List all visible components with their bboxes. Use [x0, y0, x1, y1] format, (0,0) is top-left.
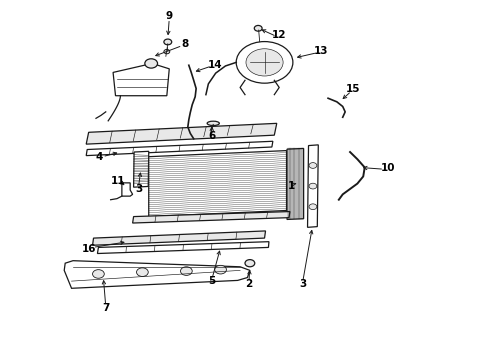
Text: 16: 16: [81, 244, 96, 254]
Text: 11: 11: [111, 176, 125, 186]
Circle shape: [246, 49, 283, 76]
Circle shape: [245, 260, 255, 267]
Polygon shape: [149, 150, 287, 217]
Polygon shape: [64, 261, 250, 288]
Text: 4: 4: [96, 152, 103, 162]
Text: 2: 2: [245, 279, 252, 289]
Polygon shape: [86, 123, 277, 144]
Text: 10: 10: [380, 163, 395, 173]
Text: 15: 15: [346, 84, 361, 94]
Circle shape: [180, 267, 192, 275]
Text: 7: 7: [102, 303, 109, 313]
Polygon shape: [86, 141, 273, 156]
Circle shape: [254, 26, 262, 31]
Text: 9: 9: [166, 11, 173, 21]
Text: 14: 14: [207, 59, 222, 69]
Polygon shape: [93, 231, 266, 245]
Ellipse shape: [207, 121, 220, 126]
Text: 1: 1: [288, 181, 295, 191]
Circle shape: [309, 163, 317, 168]
Circle shape: [309, 183, 317, 189]
Circle shape: [137, 268, 148, 276]
Text: 3: 3: [135, 184, 142, 194]
Circle shape: [164, 39, 171, 45]
Text: 12: 12: [272, 30, 287, 40]
Polygon shape: [134, 151, 149, 187]
Circle shape: [145, 59, 158, 68]
Polygon shape: [308, 145, 319, 227]
Circle shape: [215, 265, 226, 274]
Text: 6: 6: [208, 131, 216, 141]
Polygon shape: [122, 183, 133, 196]
Circle shape: [164, 49, 170, 54]
Polygon shape: [113, 63, 169, 96]
Circle shape: [309, 204, 317, 210]
Text: 5: 5: [208, 276, 216, 286]
Polygon shape: [98, 242, 269, 253]
Circle shape: [93, 270, 104, 278]
Circle shape: [236, 41, 293, 83]
Text: 8: 8: [182, 40, 189, 49]
Text: 13: 13: [314, 46, 328, 56]
Polygon shape: [287, 148, 304, 220]
Polygon shape: [133, 212, 290, 223]
Text: 3: 3: [299, 279, 306, 289]
